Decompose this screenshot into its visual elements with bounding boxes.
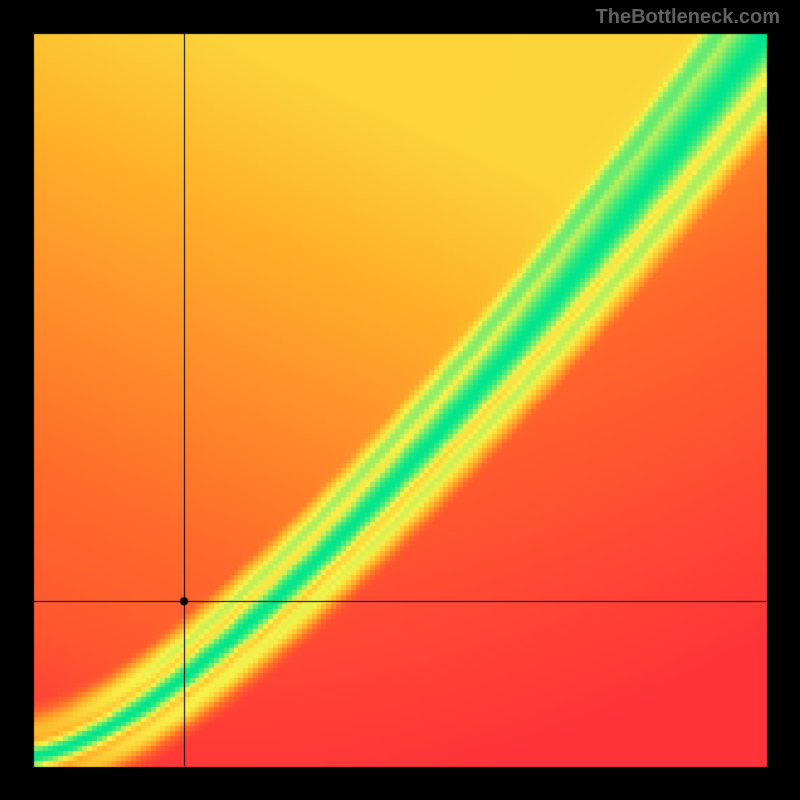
heatmap-canvas	[0, 0, 800, 800]
watermark-text: TheBottleneck.com	[596, 6, 780, 29]
chart-container: TheBottleneck.com	[0, 0, 800, 800]
